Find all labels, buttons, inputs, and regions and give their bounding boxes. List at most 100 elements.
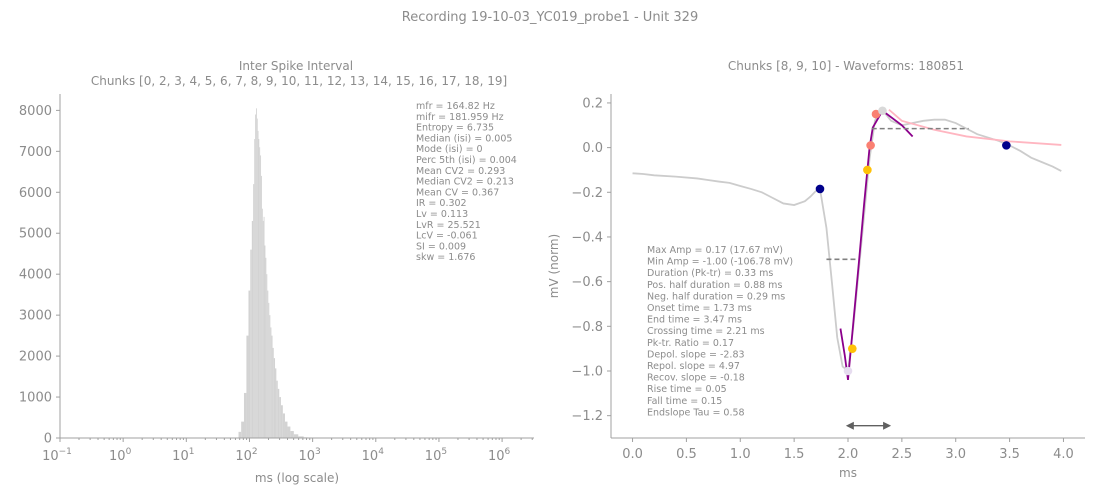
- waveform-stat-line: Endslope Tau = 0.58: [647, 407, 745, 418]
- waveform-y-tick-label: −0.4: [571, 230, 603, 245]
- waveform-stat-line: Onset time = 1.73 ms: [647, 303, 752, 314]
- waveform-panel: Chunks [8, 9, 10] - Waveforms: 180851 0.…: [547, 59, 1085, 480]
- marker-crossing: [866, 141, 875, 150]
- waveform-stat-line: Fall time = 0.15: [647, 396, 722, 407]
- isi-stat-line: Median CV2 = 0.213: [416, 177, 514, 188]
- waveform-x-tick-label: 3.5: [999, 447, 1020, 462]
- isi-bar: [258, 139, 260, 439]
- waveform-stat-line: Pos. half duration = 0.88 ms: [647, 280, 782, 291]
- marker-max: [878, 106, 887, 116]
- isi-bar: [275, 368, 277, 438]
- isi-stat-line: LvR = 25.521: [416, 220, 481, 231]
- isi-x-tick-label: 106: [488, 447, 511, 464]
- marker-peak: [871, 109, 881, 119]
- isi-y-ticks: 0 1000 2000 3000 4000 5000 6000 7000 8000: [19, 104, 60, 447]
- isi-bar: [251, 220, 254, 438]
- marker-onset: [815, 184, 825, 194]
- waveform-ylabel: mV (norm): [547, 234, 561, 298]
- figure-suptitle: Recording 19-10-03_YC019_probe1 - Unit 3…: [402, 10, 698, 25]
- waveform-stat-line: Crossing time = 2.21 ms: [647, 326, 765, 337]
- waveform-x-tick-label: 3.0: [945, 447, 966, 462]
- waveform-stat-line: Max Amp = 0.17 (17.67 mV): [647, 245, 783, 256]
- waveform-x-tick-label: 4.0: [1053, 447, 1074, 462]
- isi-y-tick-label: 3000: [19, 309, 52, 324]
- isi-bar: [276, 380, 278, 438]
- isi-bar: [298, 436, 304, 438]
- isi-bar: [268, 302, 270, 438]
- waveform-y-ticks: 0.2 0.0 −0.2 −0.4 −0.6 −0.8 −1.0 −1.2: [571, 96, 611, 424]
- isi-bar: [279, 397, 281, 438]
- isi-bar: [269, 315, 271, 438]
- isi-bar: [270, 327, 272, 438]
- isi-stat-line: mifr = 181.959 Hz: [416, 112, 504, 123]
- isi-x-tick-label: 102: [235, 447, 257, 464]
- waveform-stat-line: Recov. slope = -0.18: [647, 373, 745, 384]
- isi-bar: [265, 257, 267, 438]
- isi-bar: [257, 130, 259, 439]
- isi-bar: [287, 426, 291, 438]
- waveform-y-tick-label: −0.6: [571, 275, 603, 290]
- isi-bar: [261, 208, 263, 438]
- isi-subtitle: Chunks [0, 2, 3, 4, 5, 6, 7, 8, 9, 10, 1…: [91, 74, 507, 88]
- isi-stat-line: IR = 0.302: [416, 198, 467, 209]
- isi-bars: [238, 108, 308, 439]
- isi-x-tick-label: 103: [298, 447, 320, 464]
- isi-x-tick-label: 104: [362, 447, 385, 464]
- isi-stat-line: Mode (isi) = 0: [416, 144, 483, 155]
- isi-histogram-panel: Inter Spike Interval Chunks [0, 2, 3, 4,…: [19, 59, 534, 485]
- isi-bar: [241, 421, 244, 438]
- isi-stat-line: Entropy = 6.735: [416, 123, 494, 134]
- isi-bar: [280, 405, 283, 438]
- isi-bar: [243, 392, 247, 438]
- isi-bar: [261, 175, 262, 438]
- isi-bar: [293, 434, 299, 438]
- marker-end: [1002, 141, 1011, 150]
- waveform-x-ticks: 0.0 0.5 1.0 1.5 2.0 2.5 3.0 3.5 4.0: [622, 438, 1074, 462]
- isi-y-tick-label: 0: [44, 432, 52, 447]
- waveform-x-tick-label: 0.0: [622, 447, 643, 462]
- isi-bar: [254, 139, 256, 439]
- waveform-y-tick-label: 0.2: [582, 96, 603, 111]
- isi-stat-line: Mean CV = 0.367: [416, 187, 499, 198]
- slope-fit-line: [839, 109, 914, 381]
- waveform-stat-line: Rise time = 0.05: [647, 384, 727, 395]
- waveform-y-tick-label: −1.2: [571, 409, 603, 424]
- waveform-stat-line: Duration (Pk-tr) = 0.33 ms: [647, 268, 773, 279]
- waveform-x-tick-label: 1.5: [784, 447, 805, 462]
- isi-stat-line: Perc 5th (isi) = 0.004: [416, 155, 517, 166]
- waveform-stat-line: Neg. half duration = 0.29 ms: [647, 291, 785, 302]
- isi-y-tick-label: 2000: [19, 350, 52, 365]
- isi-bar: [259, 147, 261, 439]
- isi-xlabel: ms (log scale): [255, 471, 339, 485]
- isi-bar: [238, 431, 242, 438]
- waveform-title: Chunks [8, 9, 10] - Waveforms: 180851: [728, 59, 964, 73]
- isi-x-tick-label: 10−1: [42, 447, 72, 464]
- isi-bar: [248, 290, 251, 438]
- isi-bar: [263, 216, 265, 438]
- recovery-fit-line: [888, 108, 1062, 146]
- marker-rise: [863, 165, 872, 175]
- isi-bar: [284, 421, 288, 438]
- isi-x-tick-label: 100: [109, 447, 132, 464]
- waveform-x-tick-label: 2.5: [892, 447, 913, 462]
- waveform-y-tick-label: −1.0: [571, 364, 603, 379]
- isi-stat-line: skw = 1.676: [416, 252, 475, 263]
- isi-bar: [266, 274, 268, 438]
- waveform-stat-line: End time = 3.47 ms: [647, 315, 742, 326]
- isi-y-tick-label: 8000: [19, 104, 52, 119]
- isi-stat-line: mfr = 164.82 Hz: [416, 101, 495, 112]
- isi-stat-line: SI = 0.009: [416, 241, 466, 252]
- isi-x-ticks: 10−1 100 101 102 103 104 105 106: [42, 438, 533, 464]
- isi-bar: [256, 118, 258, 438]
- isi-y-tick-label: 6000: [19, 186, 52, 201]
- isi-x-tick-label: 105: [425, 447, 447, 464]
- isi-stat-line: Lv = 0.113: [416, 209, 468, 220]
- isi-bar: [290, 431, 294, 438]
- isi-bar: [246, 335, 249, 438]
- isi-bar: [250, 249, 252, 438]
- isi-bar: [267, 290, 269, 438]
- isi-stat-line: Mean CV2 = 0.293: [416, 166, 505, 177]
- isi-bar: [273, 358, 276, 438]
